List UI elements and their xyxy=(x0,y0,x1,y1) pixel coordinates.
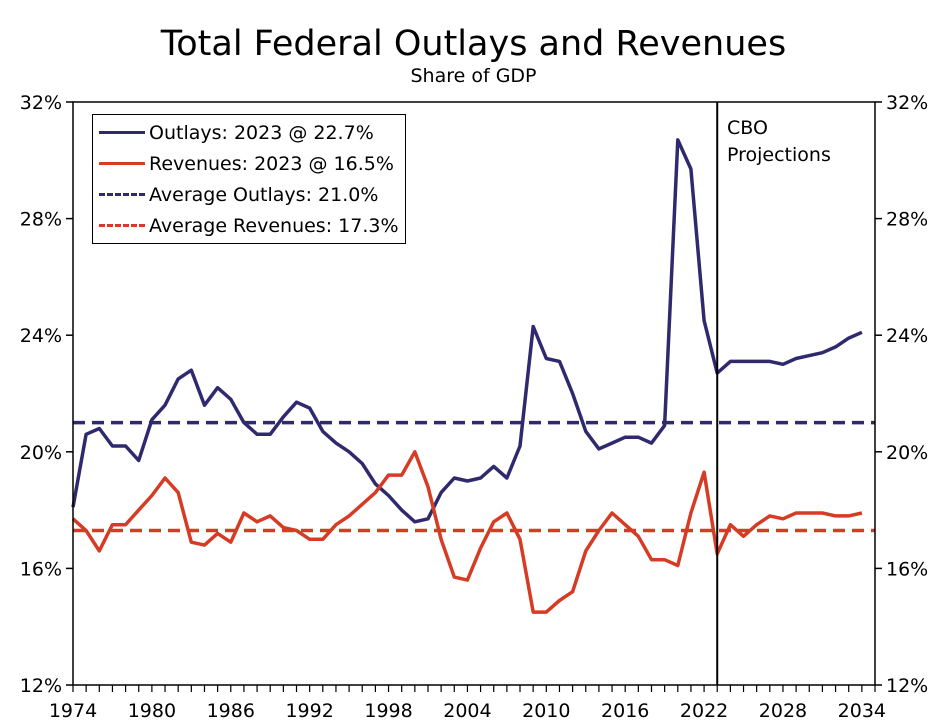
y-tick-label-left: 12% xyxy=(20,675,62,697)
y-tick-label-left: 24% xyxy=(20,325,62,347)
legend-label-outlays: Outlays: 2023 @ 22.7% xyxy=(149,121,374,144)
x-tick-label: 1974 xyxy=(49,700,97,722)
y-tick-label-right: 20% xyxy=(886,442,928,464)
y-tick-label-left: 32% xyxy=(20,92,62,114)
x-tick-label: 2022 xyxy=(680,700,728,722)
plot-frame xyxy=(72,101,876,686)
x-tick-label: 2034 xyxy=(838,700,886,722)
y-tick-label-left: 16% xyxy=(20,558,62,580)
x-tick-label: 1980 xyxy=(128,700,176,722)
legend-swatch-average-revenues xyxy=(99,224,145,227)
series-layer xyxy=(71,138,875,614)
y-tick-label-right: 28% xyxy=(886,209,928,231)
y-tick-label-right: 16% xyxy=(886,558,928,580)
legend-swatch-outlays xyxy=(99,131,145,134)
legend-label-average-outlays: Average Outlays: 21.0% xyxy=(149,183,379,206)
legend-item-average-revenues: Average Revenues: 17.3% xyxy=(99,210,399,241)
legend-swatch-average-outlays xyxy=(99,193,145,196)
axes-layer: 12% 12% 16% 16% 20% 20% 24% 24% 28% 28% 32% 32% 1974… xyxy=(20,92,928,722)
cbo-annotation-line-1: CBO xyxy=(727,117,768,139)
y-tick-label-left: 20% xyxy=(20,442,62,464)
x-tick-label: 2016 xyxy=(601,700,649,722)
y-tick-label-left: 28% xyxy=(20,209,62,231)
x-tick-label: 1986 xyxy=(207,700,255,722)
legend-item-revenues: Revenues: 2023 @ 16.5% xyxy=(99,148,399,179)
y-tick-label-right: 32% xyxy=(886,92,928,114)
x-tick-label: 2028 xyxy=(759,700,807,722)
legend-item-average-outlays: Average Outlays: 21.0% xyxy=(99,179,399,210)
legend-swatch-revenues xyxy=(99,162,145,165)
chart-title: Total Federal Outlays and Revenues xyxy=(160,24,787,64)
x-tick-label: 2010 xyxy=(522,700,570,722)
legend-label-average-revenues: Average Revenues: 17.3% xyxy=(149,214,399,237)
cbo-annotation-line-2: Projections xyxy=(727,144,831,166)
series-0-line xyxy=(71,138,863,524)
legend-item-outlays: Outlays: 2023 @ 22.7% xyxy=(99,117,399,148)
y-tick-label-right: 24% xyxy=(886,325,928,347)
chart-legend: Outlays: 2023 @ 22.7% Revenues: 2023 @ 1… xyxy=(92,114,406,244)
legend-label-revenues: Revenues: 2023 @ 16.5% xyxy=(149,152,394,175)
x-tick-label: 1992 xyxy=(285,700,333,722)
series-1-line xyxy=(71,450,863,614)
chart-subtitle: Share of GDP xyxy=(410,65,537,87)
x-tick-label: 2004 xyxy=(443,700,491,722)
y-tick-label-right: 12% xyxy=(886,675,928,697)
x-tick-label: 1998 xyxy=(364,700,412,722)
cbo-projections-annotation: CBO Projections xyxy=(727,115,831,169)
